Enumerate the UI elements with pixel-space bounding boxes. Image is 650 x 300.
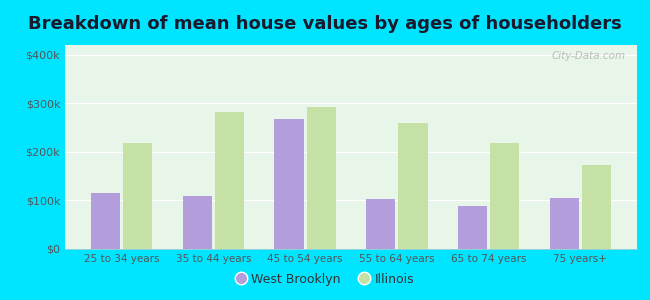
Bar: [214, 112, 244, 249]
Text: City-Data.com: City-Data.com: [551, 51, 625, 61]
Bar: [91, 193, 120, 249]
Bar: [490, 143, 519, 249]
Bar: [398, 123, 428, 249]
Legend: West Brooklyn, Illinois: West Brooklyn, Illinois: [231, 268, 419, 291]
Bar: [183, 196, 212, 249]
Bar: [549, 199, 579, 249]
Text: Breakdown of mean house values by ages of householders: Breakdown of mean house values by ages o…: [28, 15, 622, 33]
Bar: [582, 165, 611, 249]
Bar: [307, 107, 336, 249]
Bar: [366, 199, 395, 249]
Bar: [458, 206, 488, 249]
Bar: [274, 119, 304, 249]
Bar: [123, 143, 153, 249]
